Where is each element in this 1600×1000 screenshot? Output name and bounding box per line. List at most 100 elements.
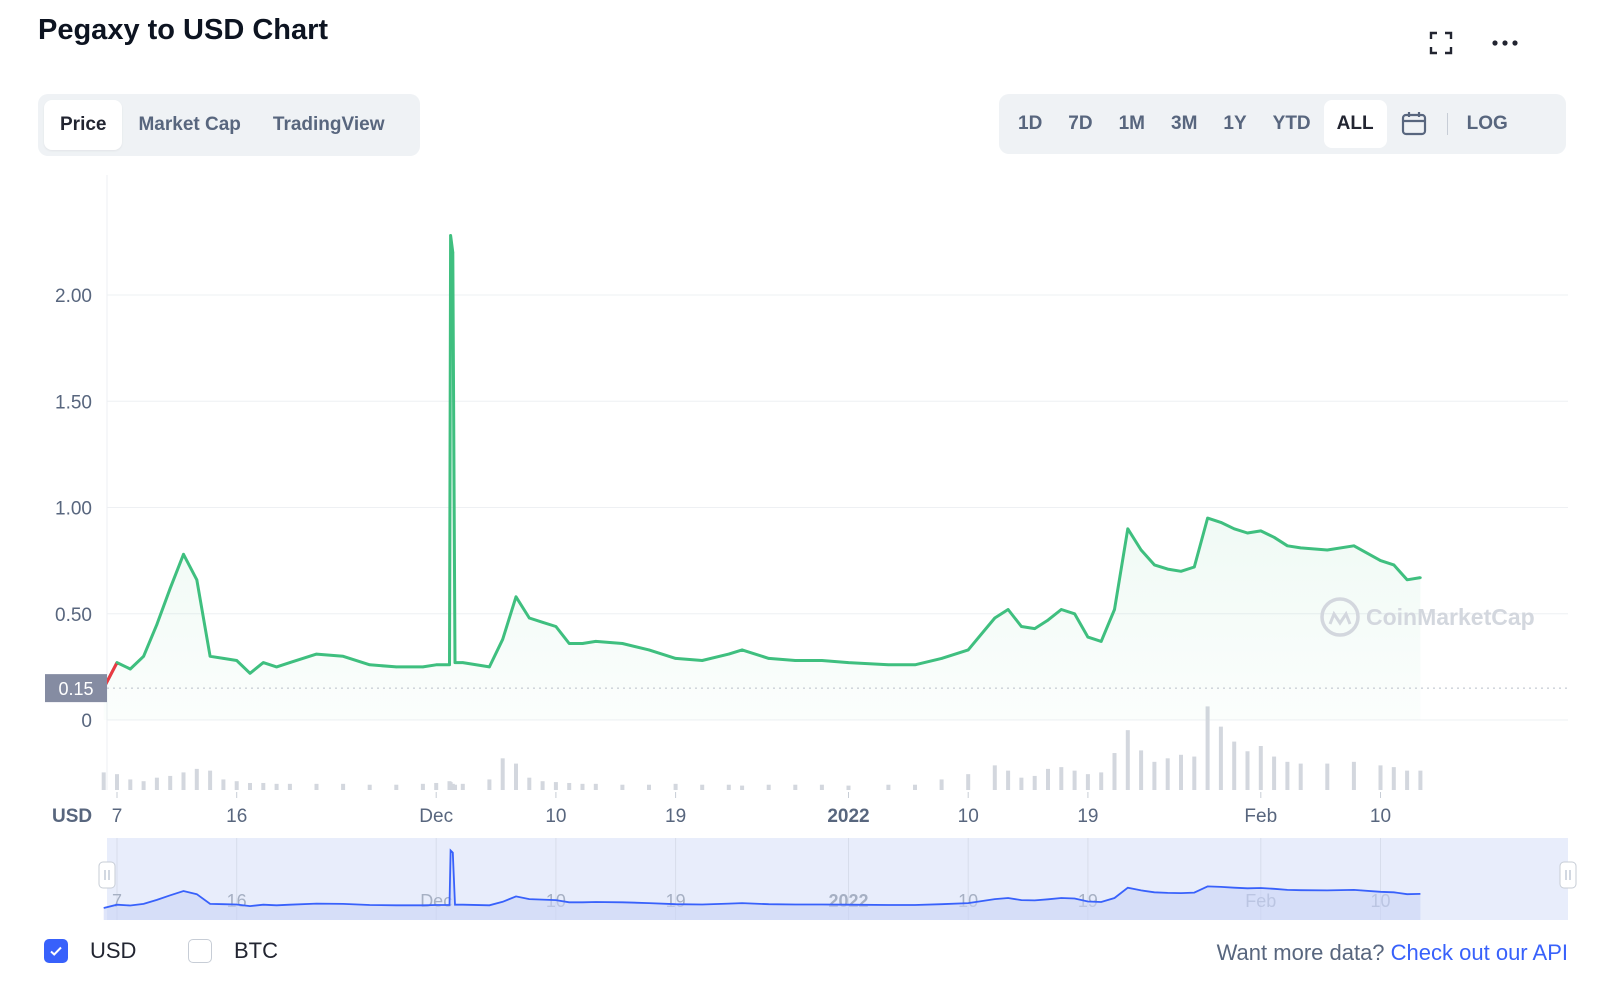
volume-bar bbox=[1046, 768, 1050, 790]
price-point bbox=[1153, 563, 1156, 567]
price-point bbox=[453, 661, 457, 664]
volume-bar bbox=[194, 768, 199, 790]
volume-bar bbox=[208, 770, 213, 790]
price-point bbox=[727, 652, 731, 656]
price-point bbox=[1086, 635, 1090, 639]
volume-bar bbox=[1245, 751, 1250, 790]
volume-bar bbox=[567, 782, 572, 790]
volume-bar bbox=[1232, 741, 1237, 790]
volume-bar bbox=[647, 784, 651, 790]
volume-bar bbox=[1032, 775, 1037, 790]
price-point bbox=[142, 654, 145, 658]
range-selector: 1D 7D 1M 3M 1Y YTD ALL LOG bbox=[999, 94, 1566, 154]
volume-bar bbox=[700, 784, 705, 790]
api-prefix: Want more data? bbox=[1216, 940, 1385, 965]
price-point bbox=[488, 665, 491, 669]
x-tick-label: 10 bbox=[1370, 806, 1391, 827]
price-point bbox=[940, 657, 943, 660]
price-point bbox=[235, 659, 238, 662]
usd-checkbox[interactable] bbox=[44, 939, 68, 963]
page-title: Pegaxy to USD Chart bbox=[38, 14, 329, 46]
api-link[interactable]: Check out our API bbox=[1390, 940, 1568, 965]
volume-bar bbox=[1112, 753, 1117, 790]
price-point bbox=[700, 659, 704, 662]
volume-bar bbox=[1378, 765, 1383, 790]
usd-toggle[interactable]: USD bbox=[44, 938, 136, 964]
price-point bbox=[1299, 546, 1302, 550]
volume-bar bbox=[620, 784, 625, 790]
volume-bar bbox=[553, 782, 558, 790]
chart-tabs: Price Market Cap TradingView bbox=[38, 94, 420, 156]
price-point bbox=[993, 616, 997, 620]
x-tick-label: 19 bbox=[1077, 806, 1098, 827]
price-point bbox=[1046, 618, 1050, 622]
volume-bar bbox=[1179, 754, 1183, 790]
price-point bbox=[1020, 625, 1023, 628]
volume-bar bbox=[740, 785, 745, 790]
navigator-handle-left[interactable] bbox=[98, 861, 116, 889]
api-promo: Want more data? Check out our API bbox=[1217, 940, 1568, 966]
calendar-icon[interactable] bbox=[1387, 100, 1441, 148]
range-3m[interactable]: 3M bbox=[1171, 113, 1198, 134]
price-point bbox=[448, 663, 451, 667]
volume-bar bbox=[487, 779, 492, 790]
btc-checkbox[interactable] bbox=[188, 939, 212, 963]
price-point bbox=[1259, 529, 1263, 533]
navigator-area bbox=[103, 850, 1421, 920]
price-point bbox=[1139, 548, 1143, 552]
volume-bar bbox=[1099, 772, 1104, 790]
volume-bar bbox=[1205, 706, 1210, 790]
volume-bar bbox=[1165, 758, 1170, 790]
btc-toggle[interactable]: BTC bbox=[188, 938, 278, 964]
navigator-tick-label: 7 bbox=[112, 891, 122, 911]
more-icon[interactable] bbox=[1488, 26, 1522, 60]
btc-label: BTC bbox=[234, 938, 278, 963]
log-toggle[interactable]: LOG bbox=[1466, 113, 1508, 134]
usd-label: USD bbox=[90, 938, 137, 963]
price-point bbox=[341, 654, 345, 658]
range-1m[interactable]: 1M bbox=[1118, 113, 1145, 134]
reference-label: 0.15 bbox=[58, 679, 93, 699]
volume-bar bbox=[846, 785, 851, 790]
tab-tradingview[interactable]: TradingView bbox=[272, 114, 385, 135]
price-point bbox=[1352, 544, 1356, 548]
x-tick-label: Dec bbox=[419, 806, 453, 827]
x-tick-label: 10 bbox=[545, 806, 566, 827]
price-point bbox=[621, 642, 624, 645]
volume-bar bbox=[793, 784, 798, 790]
volume-bar bbox=[1272, 756, 1277, 790]
range-divider bbox=[1446, 113, 1448, 135]
price-point bbox=[647, 648, 651, 652]
price-point bbox=[767, 657, 770, 660]
price-point bbox=[1232, 527, 1236, 531]
price-point bbox=[1379, 559, 1382, 562]
volume-bar bbox=[1391, 767, 1396, 790]
range-1y[interactable]: 1Y bbox=[1223, 113, 1247, 134]
volume-bar bbox=[514, 763, 518, 790]
price-point bbox=[222, 657, 225, 660]
volume-bar bbox=[367, 784, 372, 790]
volume-bar bbox=[168, 775, 173, 790]
volume-bar bbox=[540, 781, 545, 790]
range-ytd[interactable]: YTD bbox=[1272, 113, 1311, 134]
navigator-handle-right[interactable] bbox=[1559, 861, 1577, 889]
range-7d[interactable]: 7D bbox=[1068, 113, 1093, 134]
volume-bar bbox=[453, 784, 458, 790]
tab-price[interactable]: Price bbox=[44, 100, 123, 150]
tab-market-cap[interactable]: Market Cap bbox=[138, 114, 241, 135]
range-1d[interactable]: 1D bbox=[1018, 113, 1043, 134]
price-point bbox=[1326, 548, 1329, 552]
volume-bar bbox=[274, 783, 279, 790]
y-tick-label: 1.50 bbox=[55, 392, 92, 413]
volume-bar bbox=[500, 758, 505, 790]
price-point bbox=[1179, 569, 1183, 573]
range-all[interactable]: ALL bbox=[1323, 100, 1387, 148]
volume-bar bbox=[673, 783, 678, 790]
volume-bar bbox=[460, 783, 465, 790]
volume-bar bbox=[261, 782, 266, 790]
y-tick-label: 2.00 bbox=[55, 286, 92, 307]
price-point bbox=[501, 637, 505, 641]
price-point bbox=[248, 671, 252, 675]
fullscreen-icon[interactable] bbox=[1424, 26, 1458, 60]
